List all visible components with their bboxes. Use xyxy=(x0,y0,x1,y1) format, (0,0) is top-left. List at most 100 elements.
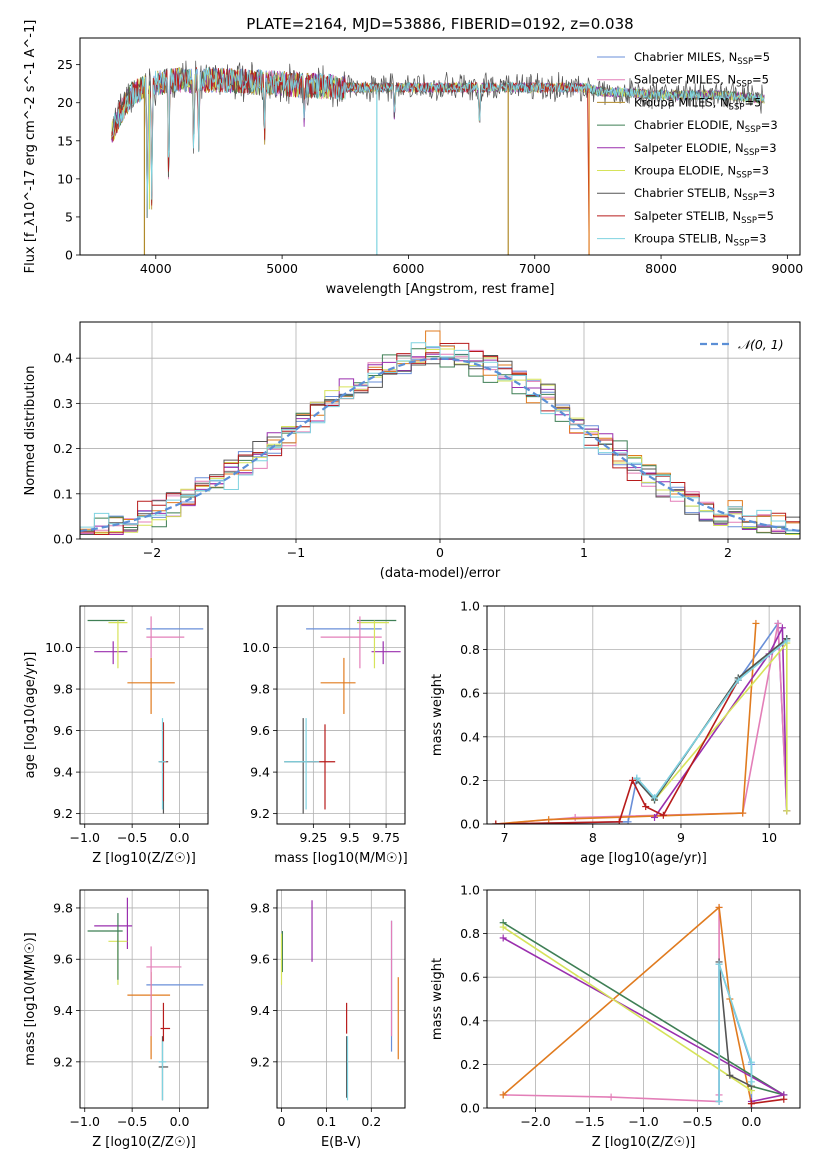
histogram-series xyxy=(80,342,800,532)
y-tick-label: 9.2 xyxy=(250,806,270,821)
x-tick-label: 6000 xyxy=(393,261,425,276)
weight-series xyxy=(495,623,788,824)
y-axis-label: mass weight xyxy=(430,674,445,756)
y-tick-label: 9.2 xyxy=(250,1054,270,1069)
x-axis-label: mass [log10(M/M☉)] xyxy=(274,851,407,866)
x-tick-label: 9.25 xyxy=(299,830,327,845)
x-tick-label: 8000 xyxy=(645,261,677,276)
legend-label: Chabrier ELODIE, NSSP=3 xyxy=(634,118,778,135)
x-tick-label: 7000 xyxy=(519,261,551,276)
y-axis-label: mass weight xyxy=(430,958,445,1040)
x-axis-label: wavelength [Angstrom, rest frame] xyxy=(326,282,555,297)
y-tick-label: 10 xyxy=(57,171,73,186)
y-tick-label: 0.6 xyxy=(460,686,480,701)
x-tick-label: −0.5 xyxy=(117,1114,147,1129)
axes-frame xyxy=(79,37,801,256)
y-axis-label: mass [log10(M/M☉)] xyxy=(23,932,38,1065)
y-tick-label: 9.4 xyxy=(53,765,73,780)
y-tick-label: 0.4 xyxy=(460,1013,480,1028)
x-tick-label: −1.5 xyxy=(574,1114,604,1129)
weight-series xyxy=(502,905,753,1104)
normal-curve xyxy=(80,357,800,533)
legend-label: Kroupa STELIB, NSSP=3 xyxy=(634,232,766,249)
y-tick-label: 1.0 xyxy=(460,883,480,898)
x-tick-label: 2 xyxy=(724,545,732,560)
x-tick-label: −1.0 xyxy=(70,830,100,845)
y-tick-label: 9.4 xyxy=(53,1003,73,1018)
x-axis-label: (data-model)/error xyxy=(380,566,501,581)
y-tick-label: 0.2 xyxy=(53,441,73,456)
x-tick-label: 9.75 xyxy=(372,830,400,845)
x-tick-label: −0.5 xyxy=(117,830,147,845)
weight-series xyxy=(653,627,788,818)
y-tick-label: 0.0 xyxy=(460,1101,480,1116)
x-tick-label: 1 xyxy=(580,545,588,560)
y-tick-label: 9.2 xyxy=(53,806,73,821)
panel-age_vs_Z: −1.0 −0.5 0.0 9.2 9.4 9.6 9.8 10.0 Z [log10(Z/Z☉… xyxy=(23,605,209,866)
legend-label: Chabrier MILES, NSSP=5 xyxy=(634,50,770,67)
axes-frame xyxy=(79,605,209,825)
y-tick-label: 0.2 xyxy=(460,773,480,788)
y-tick-label: 0.0 xyxy=(53,532,73,547)
weight-series xyxy=(636,638,788,802)
x-tick-label: −0.5 xyxy=(682,1114,712,1129)
y-tick-label: 0.4 xyxy=(460,729,480,744)
y-tick-label: 25 xyxy=(57,57,73,72)
x-tick-label: −1.0 xyxy=(70,1114,100,1129)
x-tick-label: 9000 xyxy=(771,261,803,276)
y-tick-label: 1.0 xyxy=(460,599,480,614)
y-axis-label: Normed distribution xyxy=(23,366,38,496)
panel-mass_vs_Z: −1.0 −0.5 0.0 9.2 9.4 9.6 9.8 Z [log10(Z/Z☉)] ma… xyxy=(23,889,209,1150)
weight-series xyxy=(495,679,739,824)
x-tick-label: 4000 xyxy=(140,261,172,276)
y-axis-label: age [log10(age/yr)] xyxy=(23,652,38,779)
x-axis-label: E(B-V) xyxy=(321,1135,361,1150)
weight-series xyxy=(636,638,788,802)
x-tick-label: 9.5 xyxy=(340,830,360,845)
y-axis-label: Flux [f_λ10^-17 erg cm^-2 s^-1 A^-1] xyxy=(23,20,38,274)
x-tick-label: −1.0 xyxy=(628,1114,658,1129)
y-tick-label: 10.0 xyxy=(45,640,73,655)
y-tick-label: 9.8 xyxy=(250,682,270,697)
y-tick-label: 0.8 xyxy=(460,642,480,657)
weight-series xyxy=(495,621,788,824)
axes-frame xyxy=(79,889,209,1109)
x-tick-label: 5000 xyxy=(266,261,298,276)
weight-series xyxy=(718,963,753,1108)
panel-residual_hist: −2 −1 0 1 2 0.0 0.1 0.2 0.3 0.4 (data-model)/error… xyxy=(23,321,801,581)
x-tick-label: 0.0 xyxy=(170,830,190,845)
x-tick-label: 0.0 xyxy=(741,1114,761,1129)
y-tick-label: 9.6 xyxy=(53,952,73,967)
plot-area-residual_hist xyxy=(80,330,800,535)
y-tick-label: 9.6 xyxy=(53,723,73,738)
plot-area-mass_vs_ebv xyxy=(280,900,399,1101)
y-tick-label: 9.8 xyxy=(250,900,270,915)
y-tick-label: 0 xyxy=(65,248,73,263)
weight-series xyxy=(653,640,788,811)
panel-weight_vs_age: 7 8 9 10 0.0 0.2 0.4 0.6 0.8 1.0 age [log10(age/yr… xyxy=(430,599,801,866)
y-tick-label: 0.8 xyxy=(460,926,480,941)
legend-label: Kroupa MILES, NSSP=5 xyxy=(634,95,761,112)
y-tick-label: 9.2 xyxy=(53,1054,73,1069)
x-tick-label: 10 xyxy=(761,830,777,845)
legend-label: Salpeter MILES, NSSP=5 xyxy=(634,73,769,90)
y-tick-label: 9.8 xyxy=(53,682,73,697)
legend-label: Kroupa ELODIE, NSSP=3 xyxy=(634,164,769,181)
weight-series xyxy=(718,963,753,1102)
plot-area-spectrum xyxy=(111,60,765,255)
legend-label: 𝒩(0, 1) xyxy=(738,337,784,352)
x-tick-label: 0.0 xyxy=(170,1114,190,1129)
y-tick-label: 9.6 xyxy=(250,952,270,967)
x-axis-label: age [log10(age/yr)] xyxy=(580,851,707,866)
panel-age_vs_mass: 9.25 9.5 9.75 9.2 9.4 9.6 9.8 10.0 mass [log10(M… xyxy=(242,605,408,866)
x-tick-label: 0.2 xyxy=(361,1114,381,1129)
axes-frame xyxy=(276,889,406,1109)
plot-area-mass_vs_Z xyxy=(87,897,204,1101)
y-tick-label: 9.4 xyxy=(250,1003,270,1018)
panel-spectrum: 4000 5000 6000 7000 8000 9000 0 5 10 15 20 25 wavele… xyxy=(23,20,803,297)
plot-area-weight_vs_age xyxy=(492,619,791,824)
x-tick-label: 0 xyxy=(436,545,444,560)
x-axis-label: Z [log10(Z/Z☉)] xyxy=(92,851,196,866)
plot-area-age_vs_mass xyxy=(284,616,401,814)
